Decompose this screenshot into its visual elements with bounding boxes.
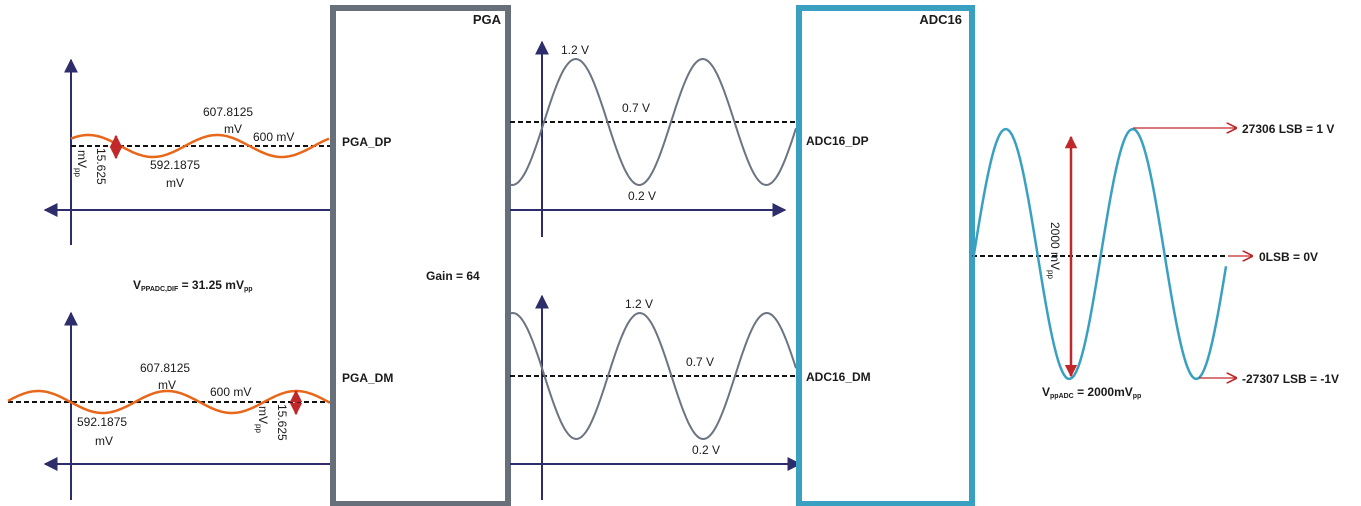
input-dp-amp-value: 15.625 xyxy=(94,148,108,185)
adc-output-plot: 2000 mVpp 27306 LSB = 1 V 0LSB = 0V -273… xyxy=(970,122,1339,400)
pga-out-dm-waveform xyxy=(509,311,797,441)
pga-out-dp-min: 0.2 V xyxy=(628,189,656,203)
vppadc-dif-label: VPPADC,DIF = 31.25 mVpp xyxy=(133,278,253,293)
pga-out-dm-plot: 1.2 V 0.7 V 0.2 V xyxy=(509,294,802,500)
input-dp-max-value: 607.8125 xyxy=(203,105,253,119)
pga-out-dp-waveform xyxy=(509,57,797,187)
pga-box xyxy=(330,5,511,506)
adc16-input-dp-label: ADC16_DP xyxy=(806,134,869,148)
pga-out-dm-min: 0.2 V xyxy=(692,443,720,457)
adc16-box xyxy=(796,5,975,506)
input-dm-min-unit: mV xyxy=(95,434,113,448)
input-dm-amp-unit: mVpp xyxy=(254,406,270,433)
pga-out-dp-plot: 1.2 V 0.7 V 0.2 V xyxy=(509,40,797,237)
pga-out-dp-mid: 0.7 V xyxy=(622,101,650,115)
adc16-block: ADC16 ADC16_DP ADC16_DM xyxy=(796,5,975,506)
pga-title: PGA xyxy=(473,12,502,27)
input-dp-min-unit: mV xyxy=(166,176,184,190)
adc16-title: ADC16 xyxy=(919,12,962,27)
adc-max-code-label: 27306 LSB = 1 V xyxy=(1242,122,1334,136)
input-dm-mid-value: 600 mV xyxy=(210,385,251,399)
input-dp-min-value: 592.1875 xyxy=(150,158,200,172)
input-dm-amp-value: 15.625 xyxy=(275,404,289,441)
pga-gain-label: Gain = 64 xyxy=(426,269,480,283)
pga-block: PGA PGA_DP PGA_DM Gain = 64 xyxy=(330,5,511,506)
input-dm-plot: 607.8125 mV 592.1875 mV 600 mV 15.625 mV… xyxy=(7,311,331,500)
pga-out-dm-max: 1.2 V xyxy=(625,297,653,311)
input-dm-waveform xyxy=(7,389,331,415)
input-dm-max-value: 607.8125 xyxy=(140,361,190,375)
vppadc-label: VppADC = 2000mVpp xyxy=(1042,385,1141,400)
input-dp-plot: 607.8125 mV 592.1875 mV 600 mV 15.625 mV… xyxy=(43,58,330,245)
pga-out-dm-mid: 0.7 V xyxy=(686,355,714,369)
adc-zero-code-label: 0LSB = 0V xyxy=(1259,250,1318,264)
pga-input-dm-label: PGA_DM xyxy=(342,371,393,385)
adc16-input-dm-label: ADC16_DM xyxy=(806,370,871,384)
adc-output-waveform xyxy=(970,127,1228,381)
input-dp-mid-value: 600 mV xyxy=(253,130,294,144)
pga-out-dp-max: 1.2 V xyxy=(561,43,589,57)
pga-input-dp-label: PGA_DP xyxy=(342,135,391,149)
input-dp-amp-unit: mVpp xyxy=(73,150,89,177)
adc-min-code-label: -27307 LSB = -1V xyxy=(1242,372,1339,386)
input-dm-min-value: 592.1875 xyxy=(77,415,127,429)
input-dp-max-unit: mV xyxy=(224,122,242,136)
adc-output-amp-label: 2000 mVpp xyxy=(1046,222,1062,279)
input-dm-max-unit: mV xyxy=(158,378,176,392)
